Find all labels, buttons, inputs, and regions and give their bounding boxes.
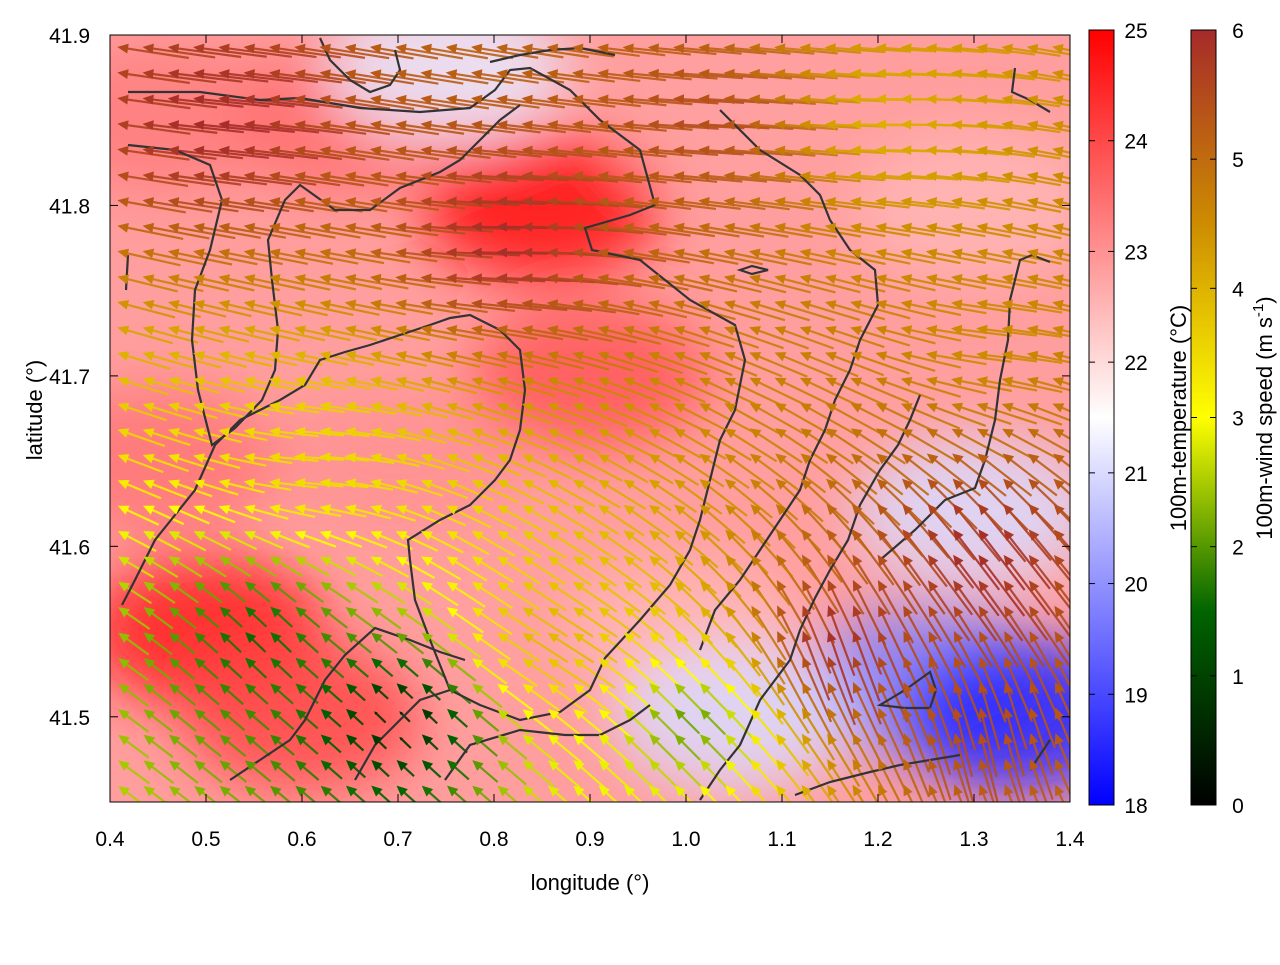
colorbar-tick-label: 2 — [1232, 537, 1244, 560]
colorbar-tick-label: 5 — [1232, 149, 1244, 172]
wind-colorbar-label-sup: -1 — [1250, 304, 1267, 317]
x-tick-label: 0.9 — [575, 828, 604, 851]
colorbar-tick-label: 22 — [1124, 352, 1147, 375]
temperature-colorbar: 18 19 20 21 22 23 24 25 100m-temperature (°C) — [1089, 20, 1191, 818]
plot-area — [38, 0, 1142, 848]
x-tick-label: 0.7 — [383, 828, 412, 851]
x-tick-label: 0.8 — [479, 828, 508, 851]
colorbar-tick-label: 20 — [1124, 574, 1147, 597]
x-tick-label: 1.4 — [1055, 828, 1085, 851]
colorbar-tick-label: 0 — [1232, 795, 1244, 818]
wind-colorbar-label-main: 100m-wind speed (m s — [1252, 317, 1277, 540]
y-tick-label: 41.5 — [49, 707, 90, 730]
x-tick-label: 1.3 — [959, 828, 988, 851]
colorbar-tick-label: 4 — [1232, 278, 1244, 301]
colorbar-tick-label: 21 — [1124, 463, 1147, 486]
y-tick-label: 41.7 — [49, 366, 90, 389]
y-tick-label: 41.6 — [49, 536, 90, 559]
colorbar-tick-label: 24 — [1124, 131, 1148, 154]
x-axis-label: longitude (°) — [531, 870, 650, 895]
x-tick-label: 1.2 — [863, 828, 892, 851]
x-tick-label: 0.5 — [191, 828, 220, 851]
colorbar-tick-label: 19 — [1124, 684, 1147, 707]
temperature-colorbar-bar — [1089, 30, 1114, 805]
y-tick-label: 41.9 — [49, 25, 90, 48]
colorbar-tick-label: 3 — [1232, 408, 1244, 431]
temperature-colorbar-label: 100m-temperature (°C) — [1166, 305, 1191, 531]
colorbar-tick-label: 6 — [1232, 20, 1244, 43]
x-tick-label: 0.4 — [95, 828, 125, 851]
wind-colorbar-label: 100m-wind speed (m s-1) — [1250, 296, 1277, 539]
temperature-sample — [470, 301, 710, 451]
colorbar-tick-label: 23 — [1124, 241, 1147, 264]
colorbar-tick-label: 18 — [1124, 795, 1147, 818]
x-tick-label: 0.6 — [287, 828, 316, 851]
wind-colorbar: 0 1 2 3 4 5 6 100m-wind speed (m s-1) — [1191, 20, 1277, 818]
y-axis-label: latitude (°) — [22, 360, 47, 461]
wind-colorbar-label-close: ) — [1252, 296, 1277, 303]
x-tick-label: 1.0 — [671, 828, 700, 851]
y-tick-label: 41.8 — [49, 195, 90, 218]
x-tick-label: 1.1 — [767, 828, 796, 851]
colorbar-tick-label: 25 — [1124, 20, 1147, 43]
colorbar-tick-label: 1 — [1232, 666, 1244, 689]
